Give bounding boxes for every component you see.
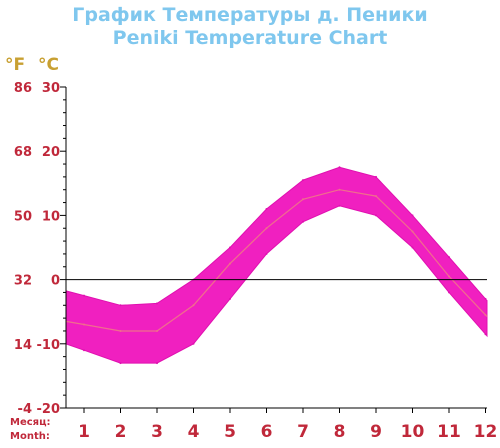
min-point-9 — [375, 214, 377, 217]
y-tick-label-c: -20 — [37, 402, 61, 417]
max-point-7 — [302, 179, 304, 182]
x-tick-label-month: 3 — [151, 422, 163, 442]
mean-temperature-line — [65, 189, 488, 332]
temperature-band-layer — [65, 166, 488, 365]
max-point-12 — [484, 297, 487, 300]
max-point-5 — [229, 246, 231, 249]
max-point-9 — [375, 175, 377, 178]
min-point-6 — [265, 252, 268, 255]
min-point-8 — [338, 204, 341, 207]
max-point-8 — [338, 166, 341, 169]
y-tick-label-f: -4 — [18, 402, 32, 417]
y-tick-label-f: 50 — [14, 209, 32, 224]
x-tick-label-month: 11 — [437, 422, 461, 442]
mean-point-7 — [302, 198, 304, 201]
mean-point-3 — [156, 330, 158, 332]
x-tick-label-month: 10 — [401, 422, 425, 442]
x-tick-label-month: 7 — [297, 422, 309, 442]
max-point-3 — [156, 302, 158, 305]
fahrenheit-unit-label: °F — [5, 55, 25, 75]
y-tick-label-c: 30 — [42, 81, 60, 96]
mean-point-10 — [411, 230, 414, 233]
x-tick-label-month: 6 — [261, 422, 273, 442]
max-point-11 — [448, 256, 450, 259]
x-tick-label-month: 12 — [474, 422, 498, 442]
x-tick-label-month: 4 — [188, 422, 200, 442]
mean-point-11 — [448, 275, 450, 278]
y-tick-label-c: -10 — [37, 338, 61, 353]
month-label-en: Month: — [10, 431, 50, 442]
y-tick-label-c: 20 — [42, 145, 60, 160]
min-point-5 — [229, 297, 231, 300]
min-point-12 — [484, 333, 487, 336]
x-tick-label-month: 1 — [78, 422, 90, 442]
y-tick-label-f: 14 — [14, 338, 32, 353]
min-point-3 — [156, 362, 158, 365]
y-tick-label-f: 32 — [14, 274, 32, 289]
mean-point-2 — [119, 330, 122, 332]
chart-title-en: Peniki Temperature Chart — [112, 27, 388, 49]
x-tick-label-month: 8 — [334, 422, 346, 442]
max-point-2 — [119, 304, 122, 307]
x-tick-label-month: 9 — [370, 422, 382, 442]
x-tick-label-month: 2 — [115, 422, 127, 442]
min-point-4 — [192, 342, 195, 345]
y-tick-label-c: 0 — [51, 274, 60, 289]
y-tick-label-f: 86 — [14, 81, 32, 96]
max-point-1 — [83, 294, 85, 297]
mean-point-1 — [83, 323, 85, 326]
x-tick-label-month: 5 — [224, 422, 236, 442]
mean-point-5 — [229, 262, 231, 265]
ticks-layer: 86 30 68 20 50 10 32 0 14 -10 -4 -20 — [14, 81, 66, 417]
temperature-range-band — [65, 166, 488, 364]
min-point-7 — [302, 220, 304, 223]
month-ticks-layer: 1 2 3 4 5 6 7 8 9 10 11 12 — [78, 408, 497, 442]
mean-point-12 — [484, 313, 487, 316]
mean-point-6 — [265, 227, 268, 230]
month-label-ru: Месяц: — [10, 417, 51, 428]
axes-layer — [65, 87, 487, 409]
min-point-10 — [411, 246, 414, 249]
mean-point-8 — [338, 188, 341, 191]
mean-point-4 — [192, 304, 195, 307]
max-point-6 — [265, 208, 268, 210]
min-point-1 — [83, 349, 85, 352]
celsius-unit-label: °C — [38, 55, 59, 75]
y-tick-label-c: 10 — [42, 209, 60, 224]
min-point-11 — [448, 291, 450, 294]
chart-title-ru: График Температуры д. Пеники — [72, 4, 428, 26]
y-tick-label-f: 68 — [14, 145, 32, 160]
max-point-10 — [411, 214, 414, 217]
mean-point-9 — [375, 195, 377, 198]
min-point-2 — [119, 362, 122, 365]
